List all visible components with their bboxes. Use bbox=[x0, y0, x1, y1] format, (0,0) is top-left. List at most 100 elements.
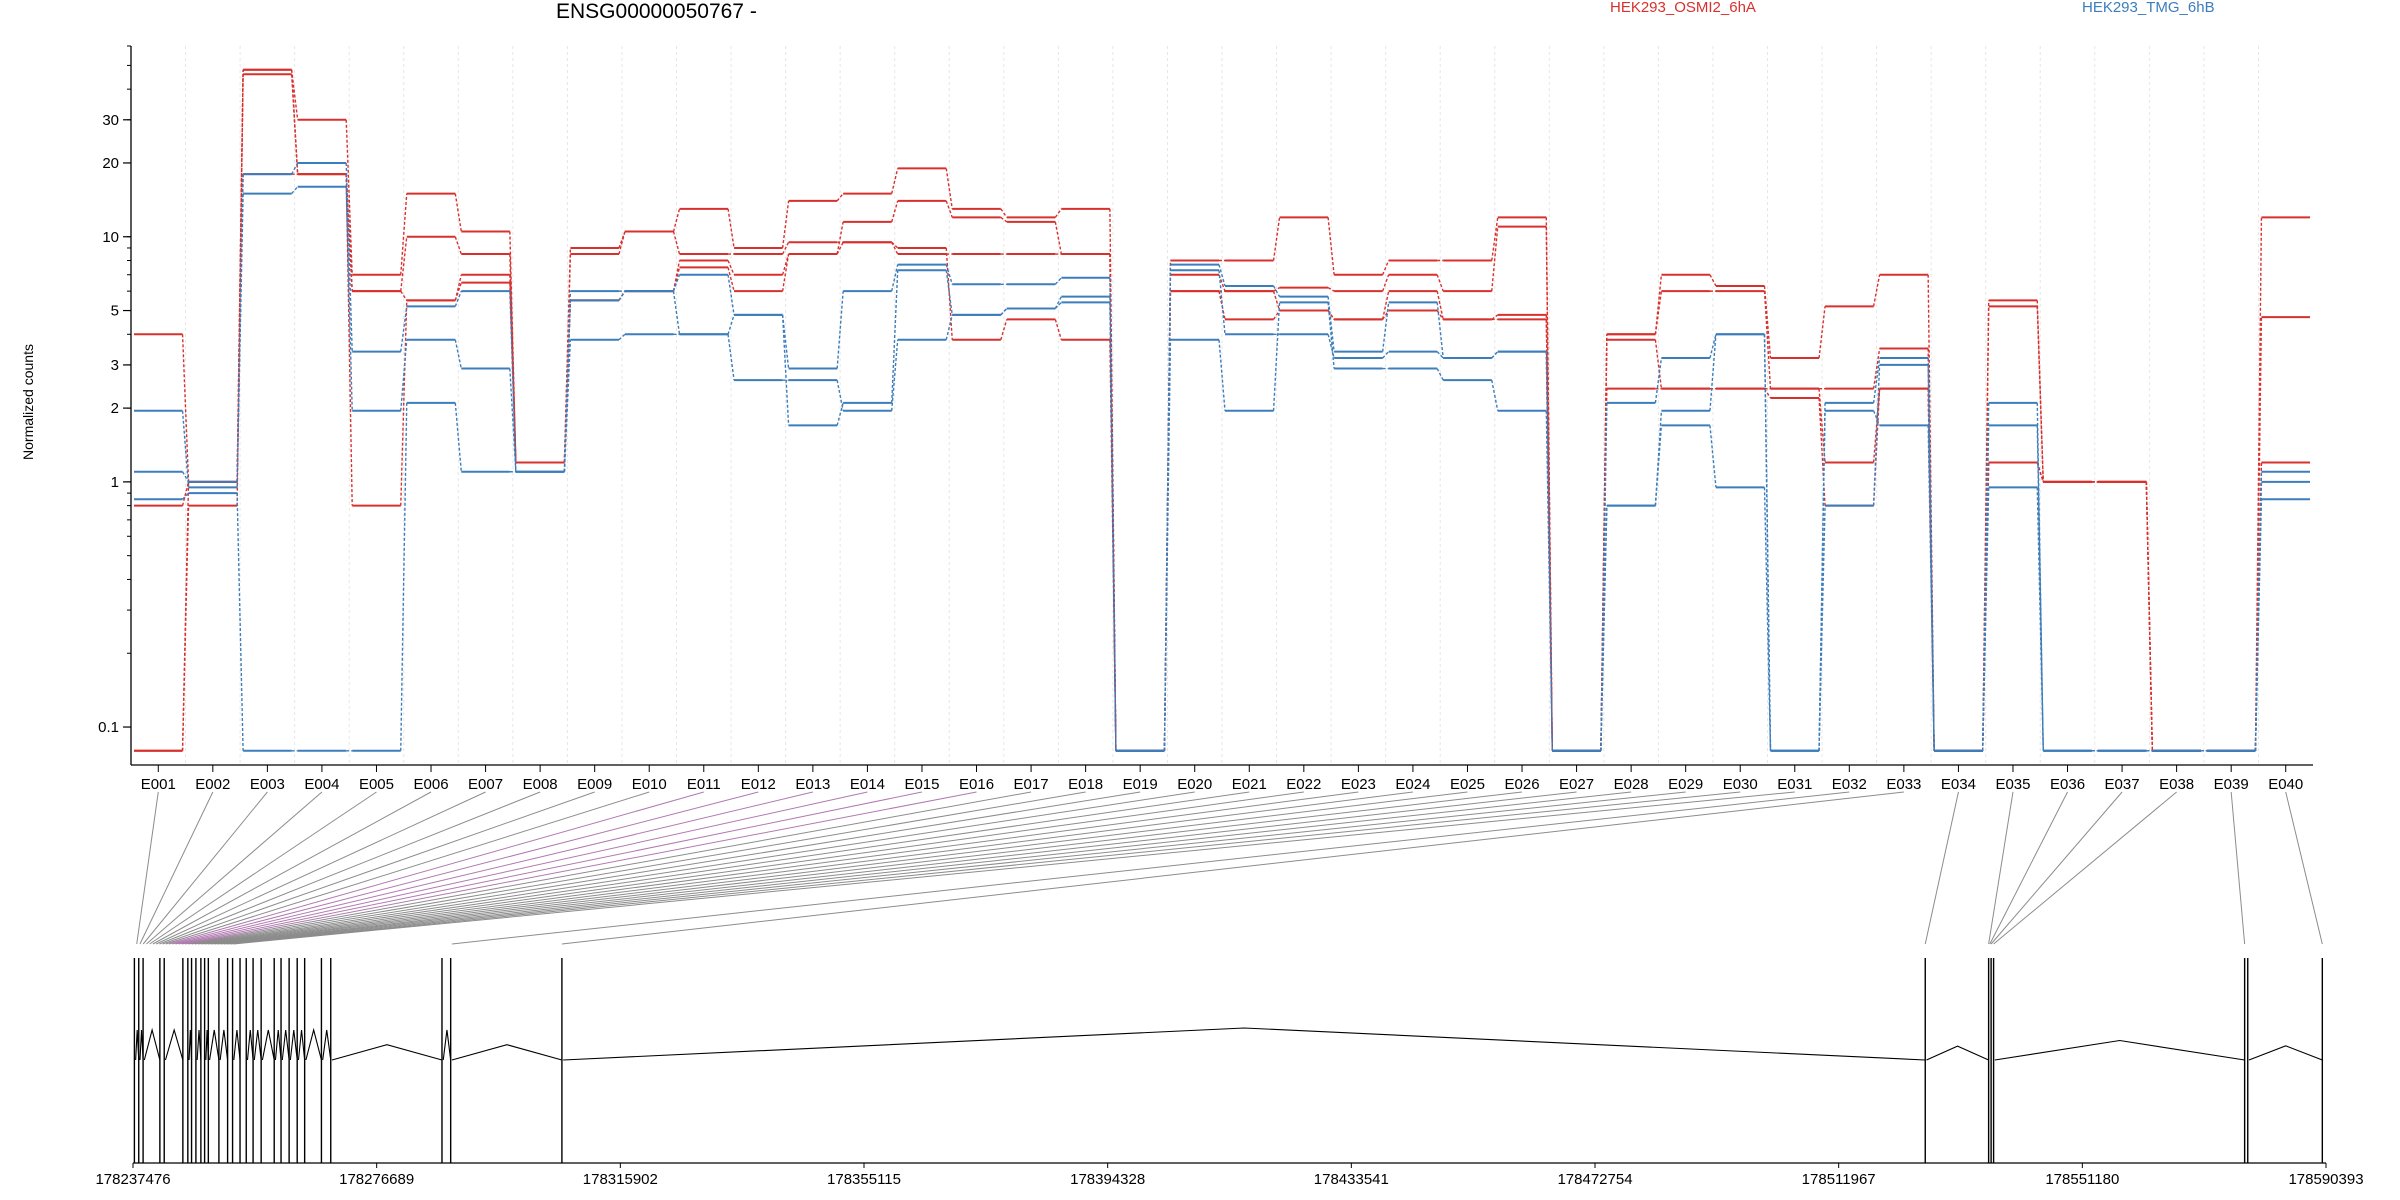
genomic-axis: 178237476 178276689 178315902 178355115 1783… bbox=[95, 1162, 2364, 1188]
series-transition bbox=[1054, 319, 1063, 340]
series-transition bbox=[1709, 425, 1717, 488]
x-tick-label: E016 bbox=[959, 776, 994, 793]
series-transition bbox=[454, 402, 462, 472]
exon-connector bbox=[233, 791, 1795, 945]
series-transition bbox=[509, 368, 517, 472]
series-transition bbox=[1272, 217, 1281, 261]
x-tick-label: E018 bbox=[1068, 776, 1103, 793]
x-tick-label: E015 bbox=[904, 776, 939, 793]
series-transition bbox=[727, 274, 735, 315]
series-transition bbox=[727, 314, 735, 335]
series-transition bbox=[836, 193, 844, 202]
series-transition bbox=[1491, 314, 1499, 320]
series-transition bbox=[672, 231, 681, 255]
genomic-tick-label: 178433541 bbox=[1314, 1171, 1389, 1188]
series-transition bbox=[891, 241, 899, 249]
series-transition bbox=[891, 200, 899, 223]
series-transition bbox=[1436, 302, 1444, 359]
series-transition bbox=[1545, 351, 1553, 751]
series-transition bbox=[1654, 425, 1663, 506]
series-transition bbox=[1218, 270, 1226, 335]
exon-connector bbox=[1988, 791, 2014, 945]
series-transition bbox=[1327, 296, 1335, 352]
intron-arc bbox=[253, 1029, 262, 1061]
x-tick-label: E027 bbox=[1559, 776, 1594, 793]
series-transition bbox=[1272, 290, 1281, 311]
series-transition bbox=[454, 274, 462, 301]
exon-connector bbox=[181, 791, 923, 945]
exon-connector bbox=[168, 791, 704, 945]
series-transition bbox=[1054, 221, 1063, 255]
x-tick-label: E010 bbox=[632, 776, 667, 793]
intron-arc bbox=[246, 1029, 254, 1061]
series-transition bbox=[1491, 351, 1499, 359]
series-transition bbox=[1272, 302, 1281, 411]
x-tick-label: E007 bbox=[468, 776, 503, 793]
exon-connector bbox=[451, 791, 1850, 945]
series-transition bbox=[1054, 277, 1062, 285]
intron-arc bbox=[281, 1029, 290, 1061]
x-tick-label: E003 bbox=[250, 776, 285, 793]
x-axis: E001 E002 E003 E004 E005 E006 E007 E008 E009 E010… bbox=[131, 764, 2313, 793]
exon-connector bbox=[178, 791, 868, 945]
series-transition bbox=[1818, 410, 1826, 751]
intron-arc bbox=[442, 1029, 452, 1061]
series-transition bbox=[945, 168, 953, 209]
exon-connector bbox=[155, 791, 486, 945]
series-transition bbox=[400, 300, 408, 506]
intron-arc bbox=[139, 1029, 144, 1061]
series-transition bbox=[891, 270, 899, 403]
exon-connector bbox=[2230, 791, 2246, 945]
x-tick-label: E030 bbox=[1723, 776, 1758, 793]
series-transition bbox=[2036, 306, 2044, 482]
series-transition bbox=[1654, 291, 1663, 335]
series-transition bbox=[1545, 319, 1553, 751]
series-transition bbox=[1709, 334, 1717, 411]
intron-arc bbox=[1994, 1039, 2245, 1061]
x-tick-label: E024 bbox=[1395, 776, 1430, 793]
series-transition bbox=[236, 69, 244, 482]
exon-connector bbox=[198, 791, 1195, 945]
x-tick-label: E022 bbox=[1286, 776, 1321, 793]
x-tick-label: E032 bbox=[1832, 776, 1867, 793]
series-transition bbox=[1872, 274, 1881, 307]
series-transition bbox=[1491, 380, 1499, 411]
series-transition bbox=[618, 333, 626, 341]
genomic-tick-label: 178472754 bbox=[1557, 1171, 1632, 1188]
intron-arc bbox=[1926, 1045, 1989, 1061]
x-tick-label: E002 bbox=[195, 776, 230, 793]
x-tick-label: E034 bbox=[1941, 776, 1976, 793]
series-transition bbox=[1545, 410, 1553, 751]
series-transition bbox=[836, 380, 844, 411]
x-tick-label: E037 bbox=[2105, 776, 2140, 793]
series-transition bbox=[1054, 301, 1062, 309]
series-transition bbox=[1491, 217, 1499, 261]
series-transition bbox=[891, 264, 899, 292]
intron-arc bbox=[322, 1029, 332, 1061]
series-transition bbox=[1218, 339, 1226, 411]
x-tick-label: E020 bbox=[1177, 776, 1212, 793]
series-transition bbox=[945, 264, 953, 285]
series-transition bbox=[345, 174, 353, 292]
series-transition bbox=[1818, 306, 1826, 359]
genomic-tick-label: 178590393 bbox=[2288, 1171, 2363, 1188]
x-tick-label: E019 bbox=[1123, 776, 1158, 793]
intron-arc bbox=[233, 1029, 241, 1061]
series-transition bbox=[1927, 425, 1935, 751]
series-transition bbox=[1436, 368, 1444, 381]
y-tick-label: 10 bbox=[102, 229, 119, 246]
x-tick-label: E038 bbox=[2159, 776, 2194, 793]
intron-arc bbox=[196, 1029, 202, 1061]
series-transition bbox=[182, 492, 190, 500]
series-transition bbox=[727, 334, 735, 381]
series-transition bbox=[1654, 357, 1663, 403]
exon-connector bbox=[207, 791, 1359, 945]
series-transition bbox=[891, 339, 899, 411]
series-lines bbox=[134, 68, 2310, 752]
exon-connector bbox=[220, 791, 1577, 945]
series-transition bbox=[345, 162, 353, 352]
exon-connector bbox=[227, 791, 1686, 945]
series-transition bbox=[945, 314, 953, 340]
intron-arc bbox=[219, 1029, 229, 1061]
